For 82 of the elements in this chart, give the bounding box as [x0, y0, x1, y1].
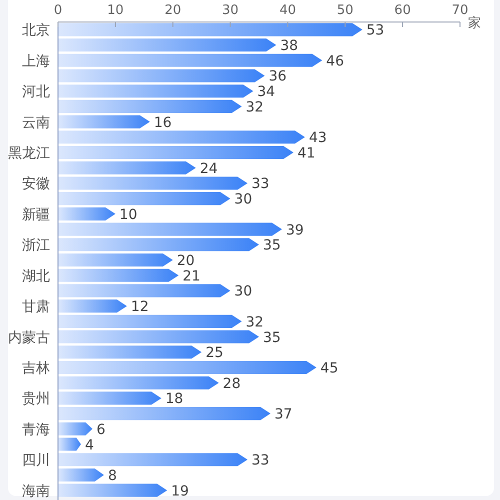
y-tick-label: 海南 [22, 483, 50, 500]
data-label: 4 [84, 437, 94, 454]
data-label: 24 [200, 160, 218, 177]
data-label: 45 [320, 360, 338, 376]
x-tick-label: 70 [452, 3, 468, 18]
x-tick-label: 0 [54, 3, 62, 18]
x-tick-label: 20 [164, 3, 182, 18]
data-label: 20 [176, 253, 195, 269]
bar [58, 407, 270, 420]
bar [58, 23, 362, 36]
y-tick-label: 贵州 [22, 391, 50, 408]
data-label: 19 [171, 483, 189, 500]
data-label: 32 [246, 99, 264, 116]
data-label: 39 [286, 222, 304, 238]
y-tick-label: 上海 [22, 53, 50, 70]
data-label: 34 [257, 84, 276, 100]
y-tick-label: 安徽 [22, 176, 50, 192]
bar [58, 284, 230, 298]
data-label: 30 [234, 192, 252, 208]
x-tick-label: 60 [394, 3, 411, 18]
y-tick-label: 湖北 [22, 268, 50, 284]
bar [58, 100, 242, 113]
y-tick-label: 北京 [22, 22, 50, 39]
bar [58, 376, 219, 390]
y-tick-label: 河北 [22, 84, 50, 100]
data-label: 35 [263, 330, 281, 346]
x-axis-title: 家 [468, 15, 481, 31]
y-tick-label: 新疆 [22, 206, 50, 223]
data-label: 16 [154, 114, 172, 131]
bar [58, 115, 150, 128]
data-label: 25 [206, 345, 224, 362]
bar [58, 238, 259, 252]
y-tick-label: 云南 [22, 114, 50, 131]
data-label: 21 [182, 268, 200, 284]
y-tick-label: 甘肃 [22, 299, 50, 316]
bar [58, 222, 282, 236]
bar [58, 253, 173, 267]
bar [58, 330, 259, 344]
bar [58, 453, 248, 466]
bar [58, 146, 294, 160]
bar [58, 38, 276, 52]
data-label: 41 [297, 146, 316, 162]
bar [58, 268, 179, 282]
data-label: 10 [119, 206, 138, 223]
x-tick-label: 30 [222, 3, 239, 18]
data-label: 37 [274, 406, 292, 423]
data-label: 28 [222, 376, 241, 392]
y-tick-label: 青海 [22, 422, 50, 438]
data-label: 30 [234, 284, 252, 300]
data-label: 12 [130, 299, 149, 316]
bar [58, 54, 322, 67]
data-label: 32 [246, 314, 264, 330]
y-tick-label: 黑龙江 [8, 146, 50, 162]
x-tick-label: 10 [107, 3, 124, 18]
data-label: 43 [308, 130, 327, 146]
bar [58, 69, 265, 82]
data-label: 46 [326, 53, 344, 70]
x-tick-label: 40 [279, 3, 296, 18]
data-label: 8 [108, 468, 117, 484]
bar [58, 360, 316, 374]
y-tick-label: 吉林 [22, 360, 50, 376]
y-tick-label: 四川 [22, 452, 50, 469]
bar [58, 130, 305, 144]
bar [58, 484, 168, 497]
data-label: 18 [165, 391, 184, 408]
x-tick-label: 50 [336, 3, 354, 18]
data-label: 35 [263, 238, 281, 254]
data-label: 38 [280, 38, 298, 54]
data-label: 33 [252, 452, 270, 469]
data-label: 53 [366, 22, 384, 39]
bar [58, 161, 196, 174]
bar [58, 84, 254, 98]
data-label: 33 [252, 176, 270, 192]
bar [58, 176, 248, 190]
data-label: 6 [96, 422, 106, 438]
y-tick-label: 浙江 [22, 238, 50, 254]
bar [58, 192, 230, 206]
y-tick-label: 内蒙古 [8, 330, 50, 346]
data-label: 36 [268, 68, 287, 85]
bar [58, 314, 242, 328]
bar [58, 392, 162, 405]
bar [58, 346, 202, 359]
